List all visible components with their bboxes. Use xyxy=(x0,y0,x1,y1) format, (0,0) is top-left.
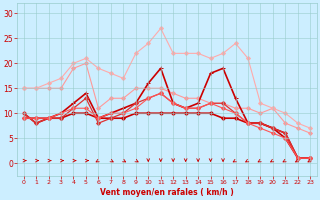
X-axis label: Vent moyen/en rafales ( km/h ): Vent moyen/en rafales ( km/h ) xyxy=(100,188,234,197)
